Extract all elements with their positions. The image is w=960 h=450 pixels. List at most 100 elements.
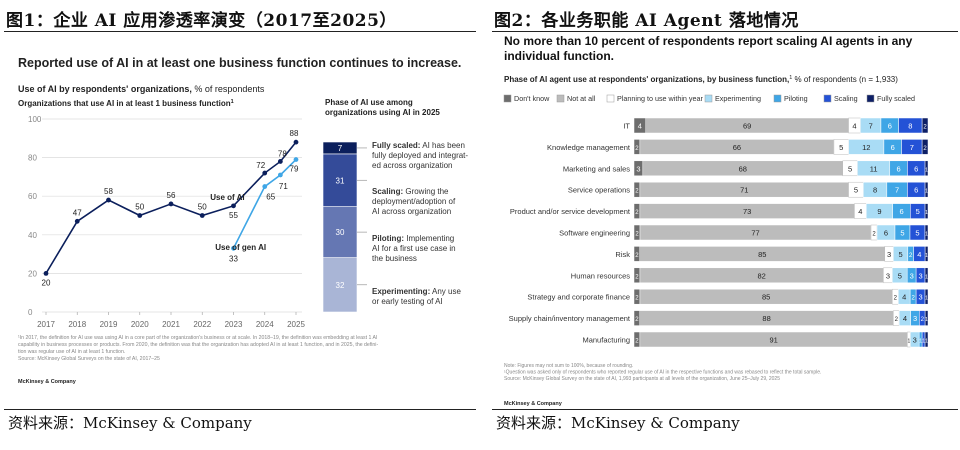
- left-footnote-line: capability in business processes or prod…: [18, 342, 378, 348]
- phase-note-text: AI across organization: [372, 207, 451, 216]
- function-value-label: 6: [897, 164, 901, 173]
- phase-note-text: the business: [372, 254, 417, 263]
- left-chart-label: Organizations that use AI in at least 1 …: [18, 99, 234, 108]
- function-value-label: 1: [925, 210, 928, 216]
- legend-swatch: [503, 94, 512, 103]
- left-chart-title: Reported use of AI in at least one busin…: [18, 56, 461, 70]
- function-value-label: 91: [769, 336, 777, 345]
- function-value-label: 6: [884, 229, 888, 238]
- left-top-rule: [4, 31, 476, 32]
- left-chart-label-sup: 1: [231, 99, 234, 105]
- function-value-label: 1: [925, 317, 928, 323]
- phase-note-text: Implementing: [404, 234, 454, 243]
- phase-value-label: 30: [336, 228, 345, 237]
- right-figure-title: 图2：各业务职能 AI Agent 落地情况: [494, 11, 799, 31]
- function-value-label: 1: [922, 339, 925, 345]
- function-value-label: 2: [635, 189, 639, 195]
- function-value-label: 3: [887, 250, 891, 259]
- function-value-label: 2: [635, 232, 639, 238]
- gen-ai-value-label: 79: [290, 165, 299, 174]
- use-of-ai-value-label: 88: [290, 129, 299, 138]
- function-value-label: 85: [762, 293, 770, 302]
- function-bar-segment: [921, 139, 929, 155]
- function-value-label: 5: [848, 164, 852, 173]
- right-headline-line: individual function.: [504, 49, 614, 63]
- function-value-label: 1: [907, 339, 910, 345]
- y-tick-label: 40: [28, 231, 37, 240]
- use-of-ai-point: [43, 271, 49, 276]
- function-value-label: 1: [925, 189, 928, 195]
- use-of-gen-ai-point: [231, 245, 236, 251]
- right-headline-line: No more than 10 percent of respondents r…: [504, 34, 913, 48]
- gen-ai-value-label: 71: [279, 182, 288, 191]
- legend-swatch: [606, 94, 615, 103]
- function-value-label: 2: [894, 296, 898, 302]
- function-value-label: 5: [839, 143, 843, 152]
- right-top-rule: [492, 31, 958, 32]
- right-subtitle-sup: 1: [789, 75, 792, 81]
- function-bar-segment: [924, 331, 929, 348]
- left-source: 资料来源：McKinsey & Company: [8, 414, 252, 432]
- use-of-ai-value-label: 20: [42, 278, 51, 287]
- ai-agent-chart: No more than 10 percent of respondents r…: [503, 34, 929, 407]
- function-value-label: 4: [903, 314, 907, 323]
- use-of-ai-value-label: 72: [256, 161, 265, 170]
- function-value-label: 3: [886, 271, 890, 280]
- use-of-ai-value-label: 58: [104, 187, 113, 196]
- phase-note-text: AI for a first use case in: [372, 244, 456, 253]
- function-value-label: 4: [852, 122, 856, 131]
- function-label: IT: [623, 122, 630, 131]
- use-of-gen-ai-line: [232, 158, 297, 249]
- function-value-label: 1: [925, 339, 928, 345]
- phase-stacked-bar: 32 30 31 7: [322, 141, 358, 313]
- function-label: Service operations: [568, 186, 630, 195]
- phase-note: Piloting: Implementing AI for a first use…: [372, 234, 456, 263]
- function-value-label: 1: [919, 339, 922, 345]
- function-value-label: 6: [914, 164, 918, 173]
- function-value-label: 2: [923, 125, 927, 131]
- right-headline: No more than 10 percent of respondents r…: [504, 34, 913, 63]
- right-subtitle-bold: Phase of AI agent use at respondents' or…: [504, 75, 789, 84]
- function-label: Supply chain/inventory management: [509, 314, 631, 323]
- function-value-label: 1: [925, 253, 928, 259]
- use-of-ai-point: [199, 213, 205, 218]
- legend-label: Fully scaled: [877, 94, 915, 103]
- phase-value-label: 31: [336, 176, 345, 185]
- function-value-label: 1: [925, 167, 928, 173]
- function-bar-segment: [924, 246, 929, 262]
- function-bar-segment: [924, 267, 929, 284]
- right-footnotes: Note: Figures may not sum to 100%, becau…: [504, 363, 821, 382]
- function-label: Knowledge management: [547, 143, 631, 152]
- x-tick-label: 2018: [68, 320, 86, 329]
- right-brand: McKinsey & Company: [504, 401, 563, 407]
- function-value-label: 2: [635, 339, 639, 345]
- function-value-label: 82: [758, 271, 766, 280]
- legend-swatch: [704, 94, 713, 103]
- function-value-label: 8: [873, 186, 877, 195]
- y-tick-label: 80: [28, 154, 37, 163]
- phase-note-text: deployment/adoption of: [372, 197, 456, 206]
- use-of-ai-value-label: 55: [229, 211, 238, 220]
- function-value-label: 69: [743, 122, 751, 131]
- x-tick-label: 2017: [37, 320, 55, 329]
- gen-ai-value-label: 33: [229, 254, 238, 263]
- use-of-ai-value-label: 78: [278, 149, 287, 158]
- phase-note-bold: Fully scaled:: [372, 141, 420, 150]
- function-value-label: 1: [925, 232, 928, 238]
- use-of-ai-point: [168, 201, 174, 207]
- line-chart-grid: 0 20 40 60 80 100 2017 2018 2019 2020 2021 2022 2023…: [28, 115, 305, 329]
- function-value-label: 1: [925, 296, 928, 302]
- phase-title-line: Phase of AI use among: [325, 98, 413, 107]
- left-bottom-rule: [4, 409, 476, 410]
- function-value-label: 5: [898, 271, 902, 280]
- function-value-label: 85: [758, 250, 766, 259]
- x-tick-label: 2022: [193, 320, 211, 329]
- use-of-ai-point: [262, 170, 268, 176]
- function-value-label: 6: [899, 207, 903, 216]
- function-label: Marketing and sales: [563, 164, 630, 173]
- right-legend: Don't know Not at all Planning to use with…: [503, 94, 915, 103]
- legend-label: Not at all: [567, 94, 596, 103]
- function-value-label: 6: [891, 143, 895, 152]
- phase-segment: [322, 206, 358, 258]
- phase-notes: Fully scaled: AI has been fully deployed …: [357, 141, 468, 306]
